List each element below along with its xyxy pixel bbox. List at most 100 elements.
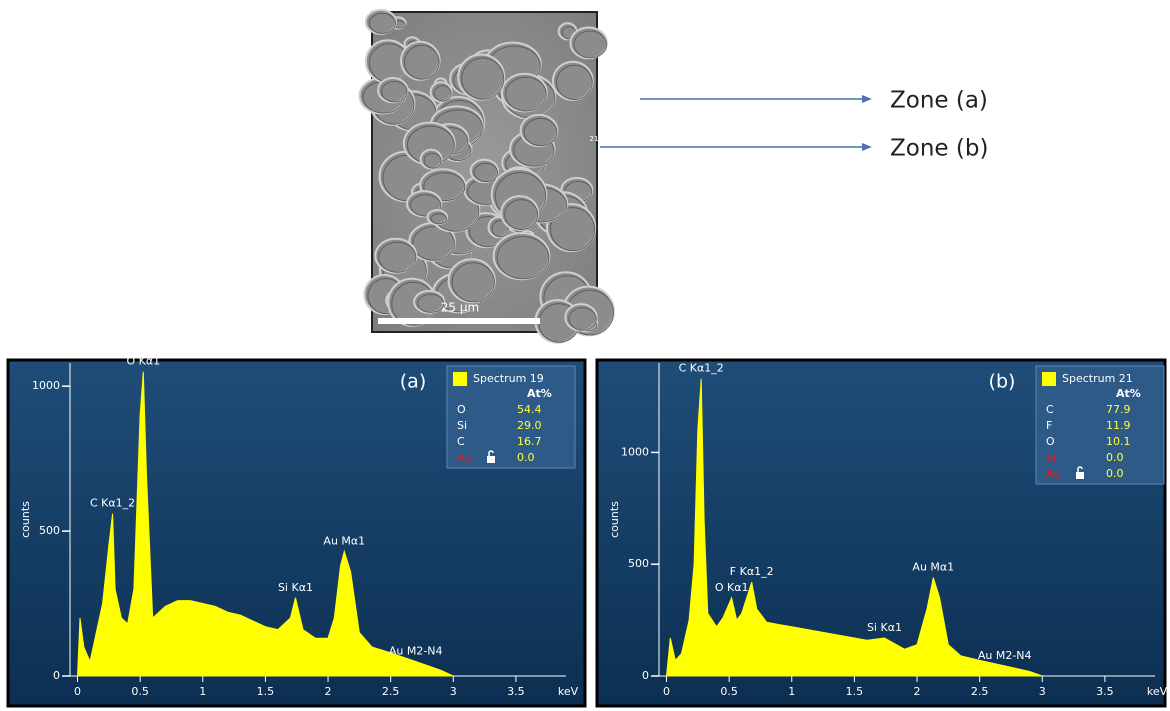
droplet-shade	[496, 236, 550, 280]
x-tick-label: 2	[325, 685, 332, 698]
legend-title: Spectrum 21	[1062, 372, 1133, 385]
at-percent: 10.1	[1106, 435, 1131, 448]
x-tick-label: 2.5	[382, 685, 400, 698]
y-tick-label: 500	[628, 557, 649, 570]
droplet-shade	[523, 117, 558, 147]
element: Au	[1046, 467, 1061, 480]
x-tick-label: 3	[450, 685, 457, 698]
x-tick-label: 3	[1039, 685, 1046, 698]
droplet	[469, 158, 500, 184]
spot-label: 21	[590, 135, 599, 143]
droplet-shade	[505, 76, 547, 112]
x-tick-label: 1.5	[257, 685, 275, 698]
scale-bar-label: 25 µm	[441, 301, 479, 315]
peak-label: Au Mα1	[323, 534, 365, 547]
at-percent: 0.0	[1106, 467, 1124, 480]
x-tick-label: 1.5	[846, 685, 864, 698]
droplet-shade	[423, 172, 466, 202]
lock-shackle	[1077, 466, 1083, 472]
x-tick-label: 2.5	[971, 685, 989, 698]
droplet	[551, 60, 594, 102]
y-axis-label: counts	[608, 501, 621, 538]
x-tick-label: 1	[199, 685, 206, 698]
at-percent: 0.0	[1106, 451, 1124, 464]
droplet-shade	[491, 220, 509, 238]
legend-swatch	[1042, 372, 1056, 386]
peak-label: C Kα1_2	[679, 362, 724, 375]
at-percent: 29.0	[517, 419, 542, 432]
lock-body	[1076, 472, 1084, 479]
legend-swatch	[453, 372, 467, 386]
droplet	[457, 53, 506, 101]
droplet	[500, 195, 540, 231]
droplet-shade	[555, 64, 593, 101]
panel-label: (a)	[400, 371, 426, 393]
droplet-shade	[417, 293, 445, 313]
at-percent: 54.4	[517, 403, 542, 416]
arrow-head	[862, 143, 872, 151]
y-tick-label: 0	[642, 669, 649, 682]
droplet-shade	[461, 57, 505, 100]
x-axis-label: keV	[1147, 685, 1168, 698]
peak-label: F Kα1_2	[730, 565, 774, 578]
legend-title: Spectrum 19	[473, 372, 544, 385]
droplet	[492, 232, 551, 281]
droplet-shade	[404, 44, 440, 80]
element: F	[1046, 419, 1052, 432]
element: O	[457, 403, 466, 416]
droplet	[519, 113, 559, 148]
y-axis-label: counts	[19, 501, 32, 538]
droplet-shade	[451, 262, 495, 303]
legend-header: At%	[527, 387, 552, 400]
legend-header: At%	[1116, 387, 1141, 400]
droplet-shade	[423, 152, 442, 169]
droplet-shade	[368, 12, 396, 34]
peak-label: O Kα1	[126, 355, 160, 368]
sem-image	[358, 8, 615, 344]
zone-label: Zone (a)	[890, 88, 988, 114]
lock-body	[487, 456, 495, 463]
peak-label: Si Kα1	[278, 581, 313, 594]
legend-box	[1035, 365, 1165, 485]
arrow-head	[862, 95, 872, 103]
zone-label: Zone (b)	[890, 136, 988, 162]
peak-label: Au Mα1	[912, 561, 954, 574]
y-tick-label: 0	[53, 669, 60, 682]
droplet-shade	[433, 85, 452, 102]
droplet-shade	[409, 194, 442, 217]
spectrum-area	[76, 371, 454, 677]
x-tick-label: 0.5	[131, 685, 149, 698]
spectrum-area	[665, 378, 1043, 677]
y-tick-label: 1000	[32, 379, 60, 392]
lock-shackle	[488, 450, 494, 456]
peak-label: O Kα1	[715, 581, 749, 594]
droplet-shade	[378, 241, 417, 273]
spot-label: 19	[618, 93, 627, 101]
droplet-shade	[473, 162, 499, 183]
legend-box	[446, 365, 576, 469]
y-tick-label: 500	[39, 524, 60, 537]
x-tick-label: 1	[788, 685, 795, 698]
droplet	[569, 26, 608, 60]
at-percent: 77.9	[1106, 403, 1131, 416]
droplet	[400, 40, 441, 81]
peak-label: C Kα1_2	[90, 497, 135, 510]
peak-label: Si Kα1	[867, 621, 902, 634]
x-axis-label: keV	[558, 685, 579, 698]
element: O	[1046, 435, 1055, 448]
x-tick-label: 0	[74, 685, 81, 698]
droplet-shade	[573, 30, 607, 59]
x-tick-label: 2	[914, 685, 921, 698]
at-percent: 11.9	[1106, 419, 1131, 432]
peak-label: Au M2-N4	[978, 649, 1032, 662]
x-tick-label: 0	[663, 685, 670, 698]
at-percent: 0.0	[517, 451, 535, 464]
element: Au	[457, 451, 472, 464]
scale-bar	[378, 318, 540, 324]
droplet-shade	[550, 207, 596, 252]
peak-label: Au M2-N4	[389, 645, 443, 658]
x-tick-label: 3.5	[507, 685, 525, 698]
droplet-shade	[381, 81, 408, 103]
